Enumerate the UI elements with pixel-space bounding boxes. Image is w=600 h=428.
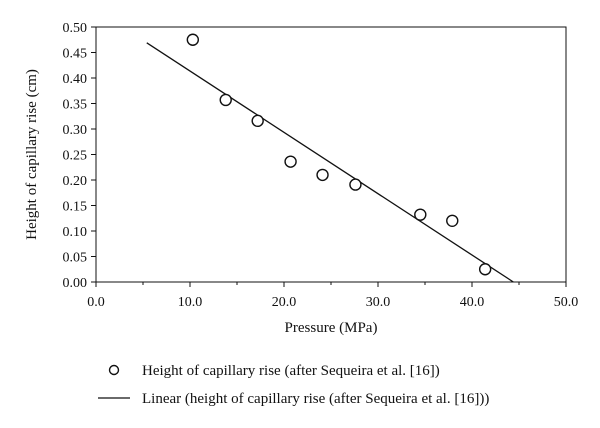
y-axis-title: Height of capillary rise (cm) <box>24 69 40 240</box>
legend-label-linear: Linear (height of capillary rise (after … <box>142 391 489 407</box>
legend: Height of capillary rise (after Sequeira… <box>98 363 489 407</box>
plot-frame <box>95 26 567 283</box>
legend-marker-circle <box>108 364 120 376</box>
x-tick-label: 10.0 <box>178 295 203 310</box>
axes <box>95 26 567 283</box>
y-tick-label: 0.35 <box>63 98 88 113</box>
series <box>146 33 514 283</box>
x-tick-label: 30.0 <box>366 295 391 310</box>
data-point <box>284 155 297 168</box>
y-tick-label: 0.05 <box>63 251 88 266</box>
data-point <box>349 178 362 191</box>
y-tick-label: 0.15 <box>63 200 88 215</box>
y-tick-label: 0.10 <box>63 225 88 240</box>
trend-line <box>146 42 514 283</box>
x-axis-title: Pressure (MPa) <box>285 320 378 336</box>
data-point <box>446 214 459 228</box>
data-point <box>478 263 492 276</box>
data-point <box>219 93 232 107</box>
y-tick-label: 0.00 <box>63 276 88 291</box>
x-tick-label: 0.0 <box>87 295 105 310</box>
ticks: 0.0 10.0 20.0 30.0 40.0 50.0 0.00 0.05 0.10 0.15 0… <box>63 21 579 310</box>
y-tick-label: 0.40 <box>63 72 88 87</box>
data-point <box>316 168 329 182</box>
data-point <box>251 114 264 128</box>
data-point <box>186 33 200 46</box>
y-tick-label: 0.20 <box>63 174 88 189</box>
y-tick-label: 0.30 <box>63 123 88 138</box>
x-tick-label: 40.0 <box>460 295 485 310</box>
data-point <box>414 208 427 221</box>
x-tick-label: 50.0 <box>554 295 579 310</box>
y-tick-label: 0.45 <box>63 47 88 62</box>
y-tick-label: 0.25 <box>63 149 88 164</box>
y-tick-label: 0.50 <box>63 21 88 36</box>
x-tick-label: 20.0 <box>272 295 297 310</box>
legend-label-scatter: Height of capillary rise (after Sequeira… <box>142 363 440 379</box>
